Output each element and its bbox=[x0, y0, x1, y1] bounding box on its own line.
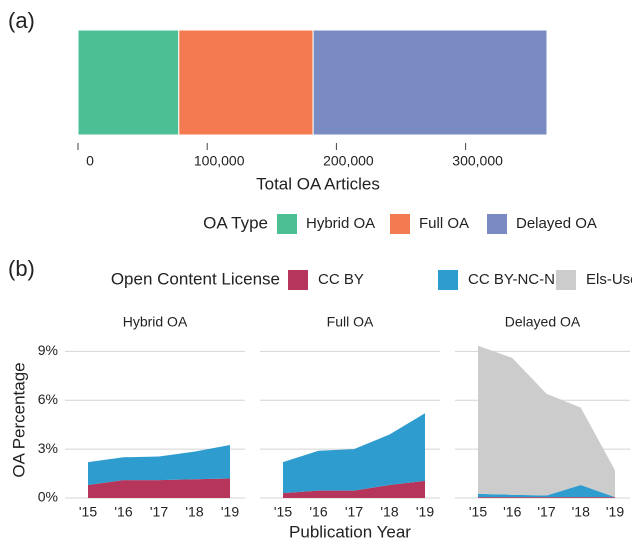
legend-key bbox=[487, 214, 507, 234]
bar-segment bbox=[178, 29, 314, 136]
x-tick-label: '18 bbox=[185, 504, 203, 520]
facet-title: Hybrid OA bbox=[123, 314, 188, 330]
area bbox=[283, 480, 425, 498]
area bbox=[478, 484, 615, 498]
x-tick-label: 0 bbox=[86, 153, 94, 169]
y-tick-label: 9% bbox=[38, 342, 58, 358]
x-tick-label: '17 bbox=[537, 504, 555, 520]
x-tick-label: '15 bbox=[79, 504, 97, 520]
x-tick-label: 200,000 bbox=[323, 153, 374, 169]
legend-label: Els-User bbox=[586, 271, 632, 288]
area bbox=[478, 345, 615, 498]
x-axis-title: Total OA Articles bbox=[256, 174, 380, 193]
x-tick-label: '18 bbox=[572, 504, 590, 520]
area bbox=[283, 413, 425, 494]
bar-segment bbox=[312, 29, 548, 136]
x-tick-label: '16 bbox=[503, 504, 521, 520]
y-axis-title: OA Percentage bbox=[9, 362, 28, 477]
legend-key bbox=[390, 214, 410, 234]
legend-key bbox=[438, 270, 458, 290]
legend-key bbox=[277, 214, 297, 234]
legend-key bbox=[288, 270, 308, 290]
area bbox=[478, 497, 615, 498]
legend-key bbox=[556, 270, 576, 290]
legend-label: Hybrid OA bbox=[306, 215, 375, 232]
facet-title: Delayed OA bbox=[505, 314, 581, 330]
y-tick-label: 6% bbox=[38, 391, 58, 407]
area bbox=[88, 445, 230, 485]
legend-title: Open Content License bbox=[111, 269, 280, 288]
x-tick-label: '16 bbox=[114, 504, 132, 520]
facet-title: Full OA bbox=[327, 314, 374, 330]
x-tick-label: '15 bbox=[274, 504, 292, 520]
x-tick-label: '16 bbox=[309, 504, 327, 520]
legend-title: OA Type bbox=[203, 213, 268, 232]
panel-label: (b) bbox=[8, 256, 35, 281]
x-tick-label: '19 bbox=[416, 504, 434, 520]
panel-label: (a) bbox=[8, 8, 35, 33]
legend-label: CC BY bbox=[318, 271, 364, 288]
x-tick-label: '19 bbox=[221, 504, 239, 520]
x-tick-label: '17 bbox=[345, 504, 363, 520]
x-tick-label: 100,000 bbox=[194, 153, 245, 169]
x-tick-label: '18 bbox=[380, 504, 398, 520]
y-tick-label: 0% bbox=[38, 489, 58, 505]
x-tick-label: '19 bbox=[606, 504, 624, 520]
legend-label: Delayed OA bbox=[516, 215, 597, 232]
bar-segment bbox=[77, 29, 180, 136]
y-tick-label: 3% bbox=[38, 440, 58, 456]
x-tick-label: '15 bbox=[469, 504, 487, 520]
area bbox=[88, 478, 230, 498]
x-tick-label: '17 bbox=[150, 504, 168, 520]
x-tick-label: 300,000 bbox=[452, 153, 503, 169]
x-axis-title: Publication Year bbox=[289, 522, 411, 541]
legend-label: Full OA bbox=[419, 215, 469, 232]
legend-label: CC BY-NC-ND bbox=[468, 271, 566, 288]
